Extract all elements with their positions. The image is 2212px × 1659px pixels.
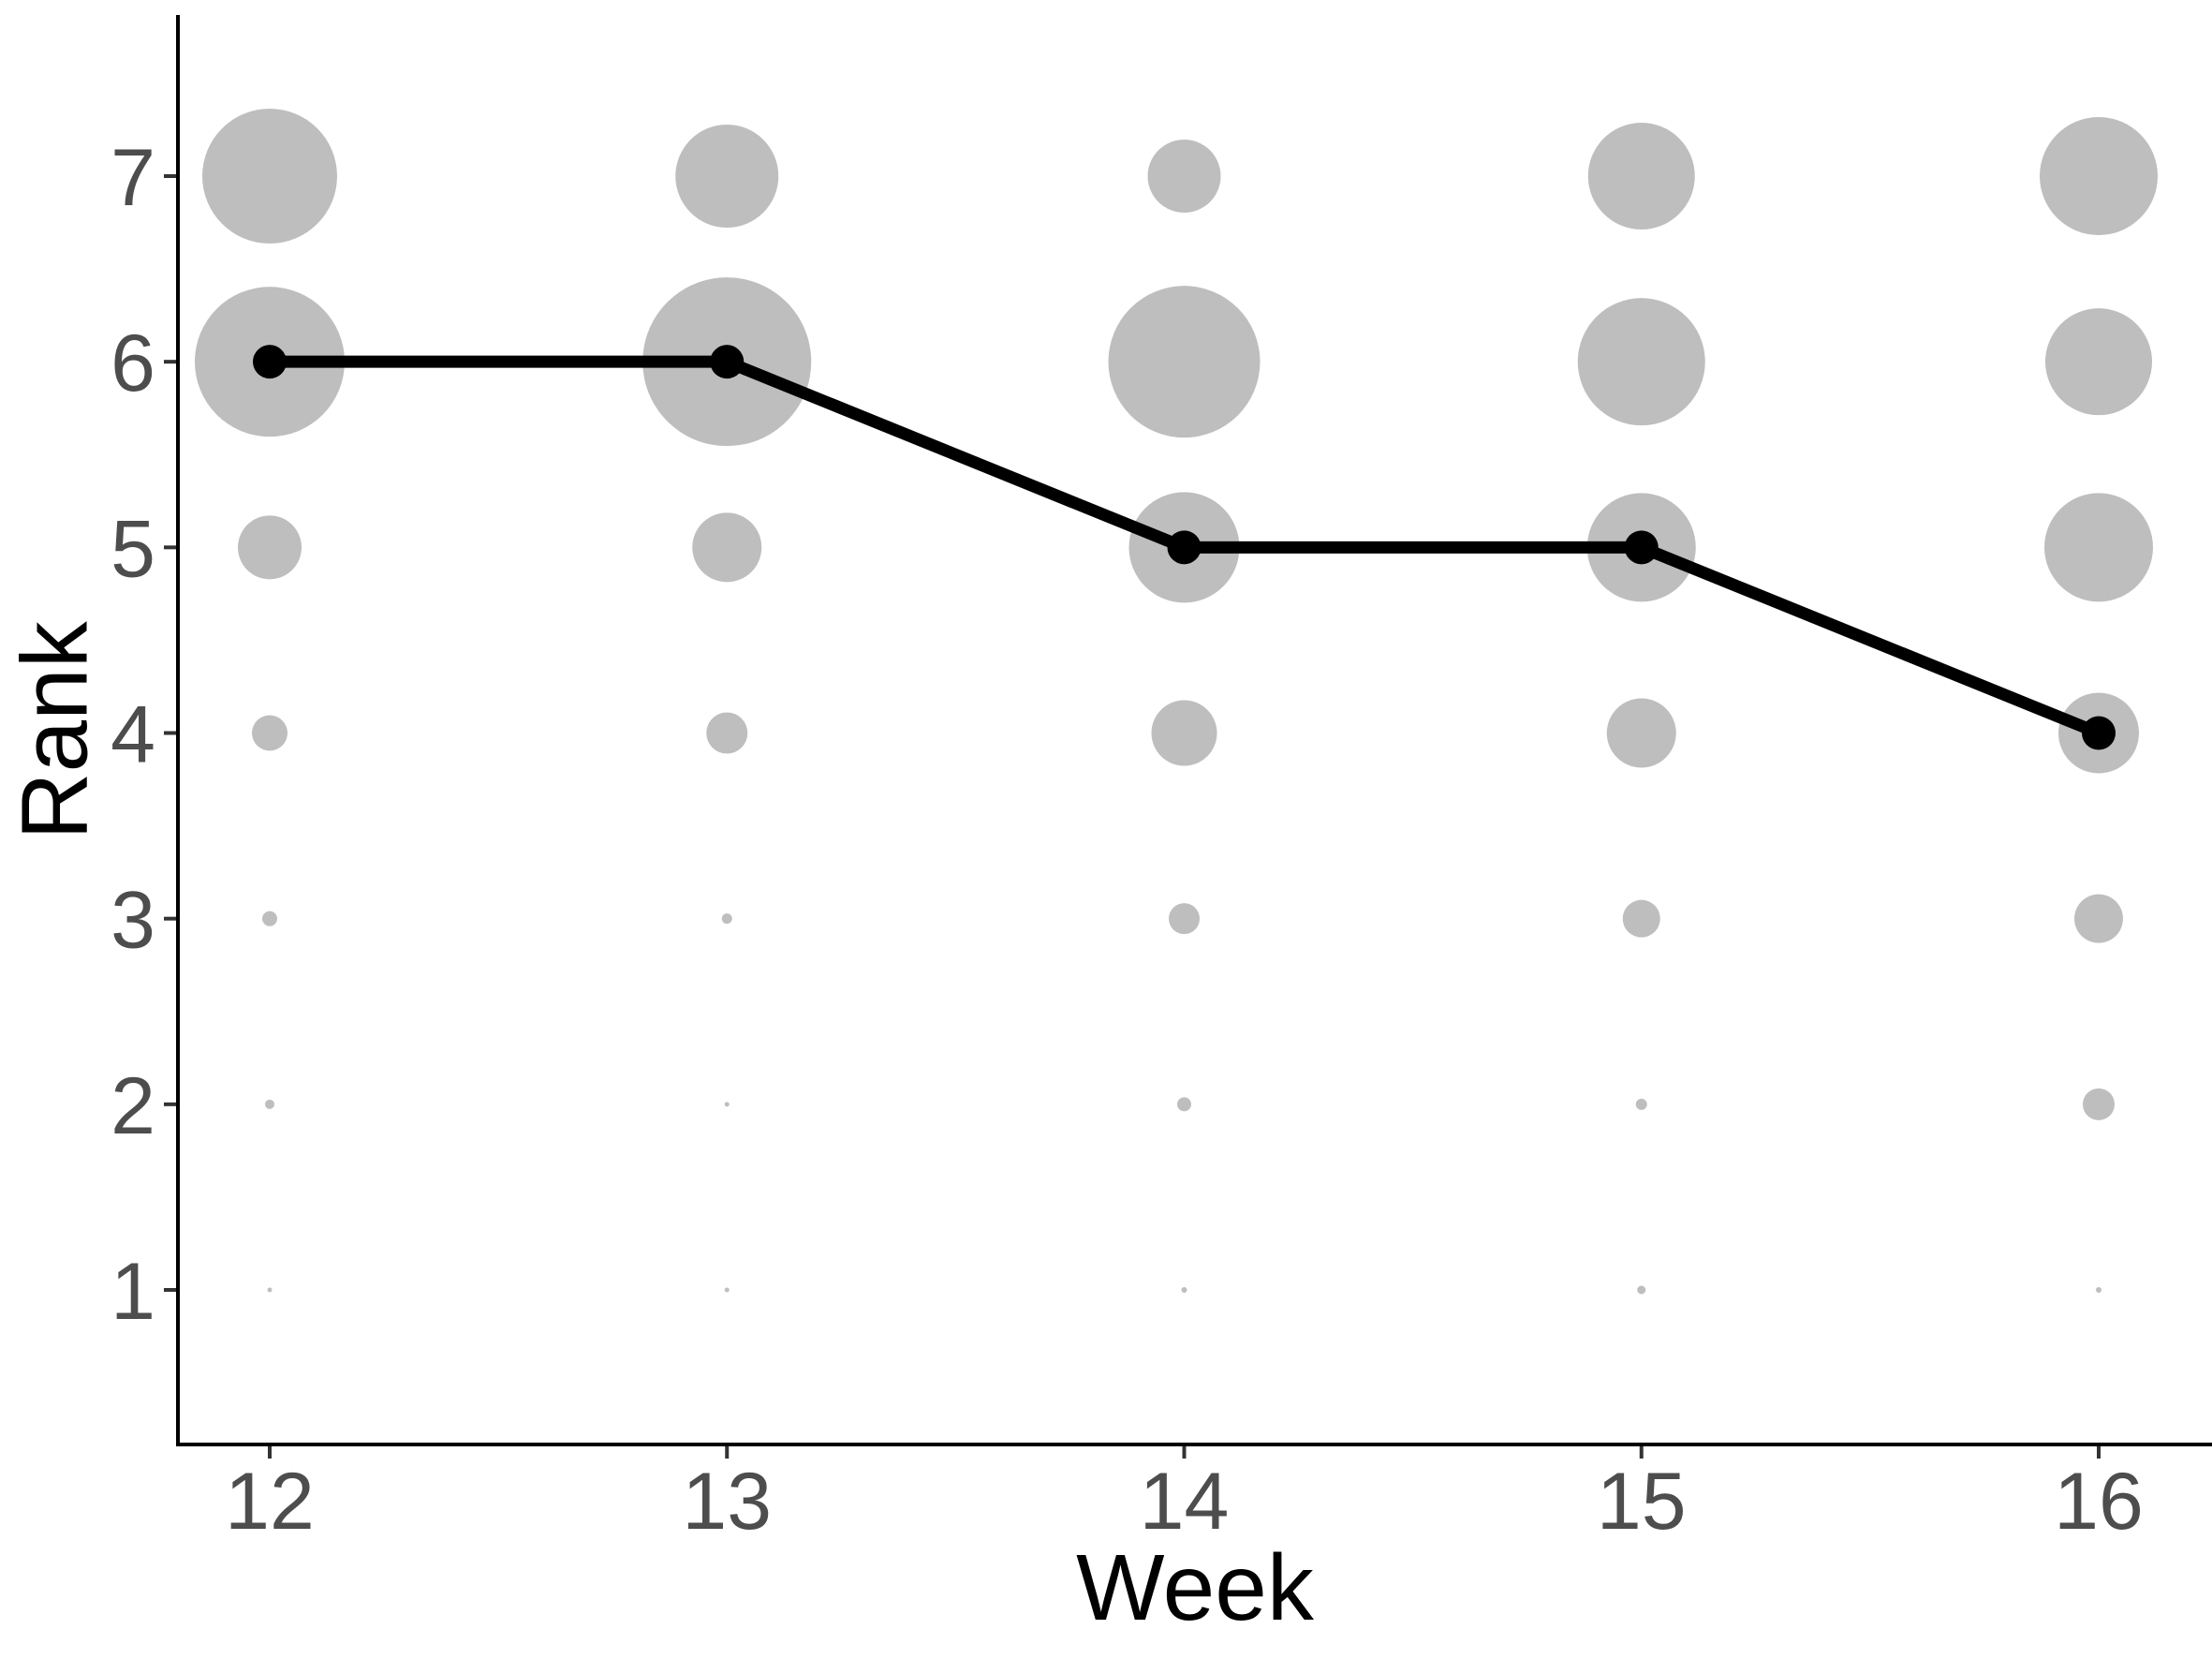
bubble-week12-rank3 (262, 911, 277, 926)
x-tick-label-week15: 15 (1597, 1457, 1687, 1547)
bubble-week15-rank3 (1622, 899, 1660, 938)
bubble-week14-rank2 (1177, 1097, 1191, 1112)
y-tick-label-rank2: 2 (111, 1061, 155, 1151)
bubble-week13-rank5 (692, 512, 762, 583)
bubble-week16-rank5 (2044, 493, 2153, 602)
bubble-week14-rank3 (1169, 903, 1200, 935)
bubble-week16-rank6 (2045, 308, 2152, 416)
trend-point-week12 (253, 345, 287, 379)
bubble-week15-rank2 (1635, 1098, 1647, 1110)
bubble-week13-rank1 (724, 1287, 730, 1293)
trend-layer (253, 345, 2116, 750)
x-tick-label-week16: 16 (2054, 1457, 2144, 1547)
bubble-week15-rank4 (1606, 698, 1676, 768)
bubble-week13-rank3 (721, 913, 732, 925)
bubble-week16-rank1 (2096, 1287, 2101, 1293)
bubble-week14-rank6 (1108, 286, 1261, 438)
bubble-week16-rank2 (2083, 1088, 2115, 1120)
bubble-week15-rank7 (1587, 122, 1695, 230)
bubble-week14-rank1 (1181, 1287, 1187, 1293)
y-tick-label-rank4: 4 (111, 689, 155, 779)
x-tick-label-week13: 13 (682, 1457, 772, 1547)
bubble-week12-rank2 (265, 1099, 274, 1109)
y-tick-label-rank6: 6 (111, 318, 155, 408)
x-tick-label-week12: 12 (225, 1457, 315, 1547)
bubble-week15-rank6 (1577, 298, 1705, 426)
bubble-week16-rank7 (2040, 116, 2158, 235)
y-tick-label-rank5: 5 (111, 504, 155, 594)
bubble-week12-rank4 (252, 715, 288, 751)
trend-point-week13 (710, 345, 745, 379)
trend-point-week16 (2082, 716, 2116, 750)
bubble-week13-rank7 (675, 124, 779, 228)
bubble-week15-rank1 (1637, 1285, 1646, 1295)
bubble-week12-rank5 (238, 515, 302, 580)
trend-point-week14 (1167, 530, 1202, 565)
y-tick-label-rank1: 1 (111, 1247, 155, 1337)
y-tick-label-rank3: 3 (111, 876, 155, 966)
bubble-layer (195, 108, 2158, 1295)
bubble-week13-rank4 (706, 712, 748, 754)
y-tick-label-rank7: 7 (111, 133, 155, 223)
bubble-week14-rank7 (1147, 139, 1221, 213)
bubble-week13-rank2 (724, 1102, 730, 1107)
bubble-week12-rank7 (202, 108, 337, 244)
bubble-week12-rank1 (267, 1287, 273, 1293)
trend-point-week15 (1624, 530, 1659, 565)
bubble-week14-rank4 (1151, 700, 1217, 766)
x-tick-label-week14: 14 (1140, 1457, 1230, 1547)
bubble-week16-rank3 (2074, 894, 2123, 943)
